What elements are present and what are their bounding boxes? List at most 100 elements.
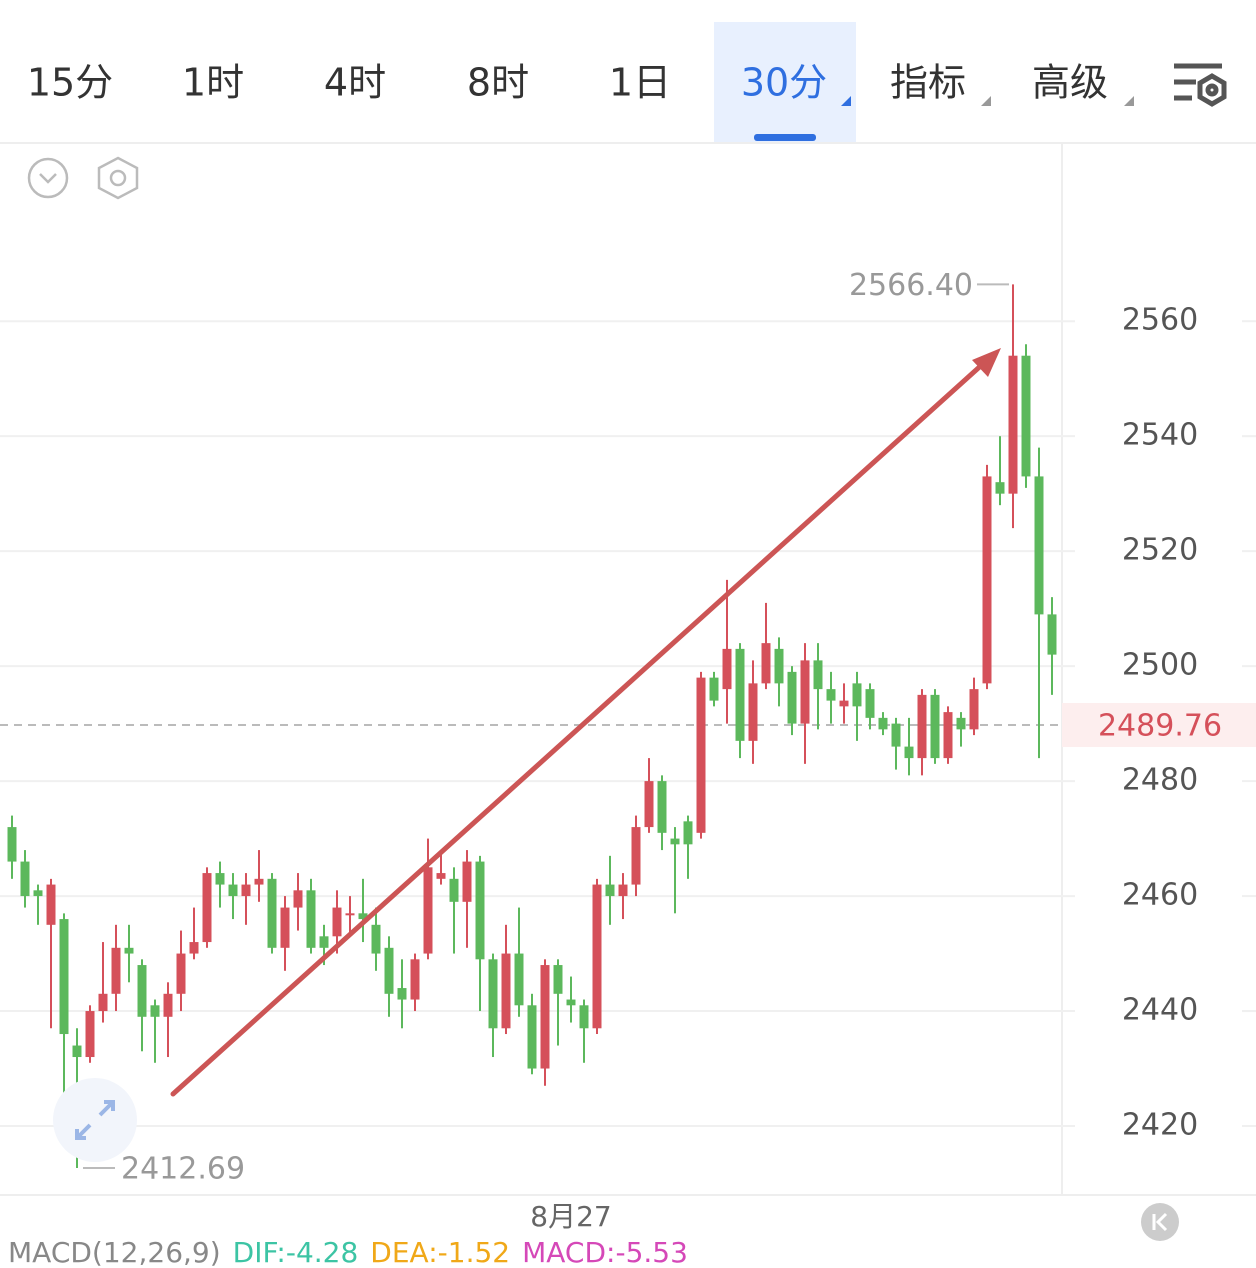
indicator-value: MACD:-5.53 — [522, 1236, 688, 1268]
tab-label[interactable]: 8时 — [467, 61, 529, 105]
candle-body — [176, 953, 186, 994]
candle-body — [397, 988, 407, 1000]
candle-body — [579, 1005, 589, 1029]
candle-body — [1047, 614, 1057, 655]
fullscreen-icon[interactable] — [53, 1078, 137, 1162]
candle-body — [826, 689, 836, 701]
candle-body — [722, 648, 732, 690]
candle-body — [514, 953, 524, 1006]
candle-body — [930, 694, 940, 759]
candle-body — [345, 913, 355, 916]
tab-label[interactable]: 30分 — [741, 61, 827, 105]
candle-body — [241, 884, 251, 897]
candle-body — [865, 689, 875, 718]
y-tick-label: 2520 — [1122, 533, 1198, 568]
candle-body — [644, 781, 654, 828]
y-tick-label: 2440 — [1122, 993, 1198, 1028]
y-tick-label: 2540 — [1122, 418, 1198, 453]
y-tick-label: 2560 — [1122, 303, 1198, 338]
tab-label[interactable]: 高级 — [1032, 61, 1108, 105]
low-label: 2412.69 — [121, 1152, 245, 1187]
candle-body — [1034, 476, 1044, 615]
candle-body — [436, 873, 446, 879]
tab-label[interactable]: 15分 — [27, 61, 113, 105]
tab-label[interactable]: 1日 — [609, 61, 671, 105]
dropdown-caret — [1124, 96, 1134, 106]
candle-body — [358, 913, 368, 920]
candle-body — [501, 953, 511, 1029]
indicator-value: DIF:-4.28 — [233, 1236, 359, 1268]
indicator-line: MACD(12,26,9) DIF:-4.28 DEA:-1.52 MACD:-5.5… — [8, 1236, 688, 1268]
candle-body — [709, 677, 719, 701]
settings-icon[interactable] — [1174, 63, 1227, 107]
candle-body — [410, 959, 420, 1000]
candle-body — [267, 878, 277, 948]
candle-body — [956, 717, 966, 730]
candle-body — [735, 648, 745, 741]
candle-body — [384, 947, 394, 994]
candle-body — [59, 919, 69, 1035]
settings-hex-icon[interactable] — [97, 156, 139, 200]
candle-body — [137, 965, 147, 1017]
tab-label[interactable]: 1时 — [182, 61, 244, 105]
candle-body — [449, 878, 459, 902]
candle-body — [293, 890, 303, 908]
candle-body — [423, 867, 433, 954]
y-tick-label: 2500 — [1122, 648, 1198, 683]
candle-body — [943, 712, 953, 759]
candle-body — [969, 689, 979, 730]
candle-body — [280, 907, 290, 948]
candle-body — [124, 947, 134, 954]
candle-body — [150, 1005, 160, 1017]
candle-body — [319, 936, 329, 948]
candle-body — [475, 861, 485, 960]
candle-body — [462, 861, 472, 902]
last-price-bg — [1062, 702, 1256, 747]
dropdown-caret — [981, 96, 991, 106]
candle-body — [20, 861, 30, 897]
candle-body — [540, 965, 550, 1069]
candle-body — [800, 660, 810, 724]
candle-body — [371, 924, 381, 954]
back-button[interactable] — [1141, 1203, 1179, 1241]
candle-body — [72, 1045, 82, 1058]
y-tick-label: 2480 — [1122, 763, 1198, 798]
dropdown-caret — [841, 96, 851, 106]
candle-body — [761, 643, 771, 684]
plot — [0, 284, 1256, 1169]
candle-body — [631, 827, 641, 885]
candle-body — [748, 683, 758, 741]
candle-body — [657, 781, 667, 833]
indicator-name: MACD(12,26,9) — [8, 1236, 221, 1268]
candle-body — [592, 884, 602, 1029]
candle-body — [202, 873, 212, 943]
candle-body — [111, 947, 121, 994]
candle-body — [566, 999, 576, 1006]
candle-body — [488, 959, 498, 1029]
candle-body — [306, 890, 316, 948]
candle-body — [878, 717, 888, 730]
indicator-value: DEA:-1.52 — [370, 1236, 510, 1268]
collapse-icon[interactable] — [27, 157, 69, 199]
candle-body — [228, 884, 238, 897]
candle-body — [683, 821, 693, 845]
tab-label[interactable]: 指标 — [890, 61, 966, 105]
candle-body — [852, 683, 862, 707]
candle-body — [98, 993, 108, 1012]
candle-body — [215, 873, 225, 885]
candle-body — [891, 723, 901, 747]
candle-body — [254, 878, 264, 885]
candle-body — [904, 746, 914, 759]
candle-body — [46, 884, 56, 925]
candle-body — [1021, 355, 1031, 477]
candle-body — [605, 884, 615, 897]
candle-body — [917, 694, 927, 759]
candle-body — [85, 1011, 95, 1058]
candle-body — [332, 907, 342, 937]
x-tick-label: 8月27 — [530, 1200, 611, 1233]
candle-body — [553, 965, 563, 994]
active-tab-bg — [714, 22, 856, 143]
tab-label[interactable]: 4时 — [324, 61, 386, 105]
high-label: 2566.40 — [849, 268, 973, 303]
last-price-label: 2489.76 — [1098, 708, 1222, 743]
